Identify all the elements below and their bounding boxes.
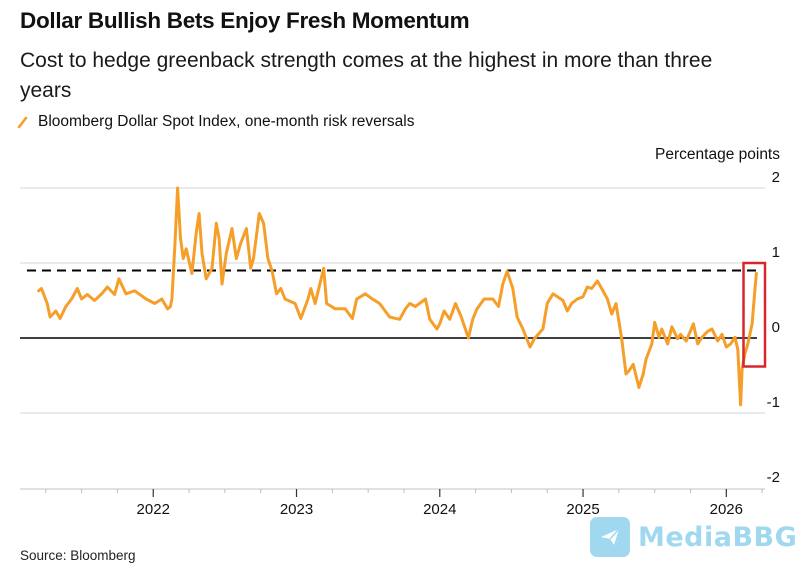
y-tick-label: -1 xyxy=(767,394,780,411)
watermark: MediaBBG xyxy=(590,517,797,557)
y-tick-label: 0 xyxy=(772,319,780,336)
telegram-logo-icon xyxy=(590,517,630,557)
x-axis: 2022 2023 2024 2025 2026 xyxy=(20,488,765,518)
series-line-risk-reversals xyxy=(37,186,758,407)
chart-title: Dollar Bullish Bets Enjoy Fresh Momentum xyxy=(20,8,470,33)
x-tick-label: 2025 xyxy=(566,501,599,518)
y-tick-label: 1 xyxy=(772,244,780,261)
y-tick-label: -2 xyxy=(767,469,780,486)
x-tick-label: 2024 xyxy=(423,501,456,518)
y-tick-label: 2 xyxy=(772,169,780,186)
legend-label: Bloomberg Dollar Spot Index, one-month r… xyxy=(38,113,415,130)
y-axis: 2 1 0 -1 -2 xyxy=(767,169,780,486)
source-note: Source: Bloomberg xyxy=(20,548,136,563)
gridlines xyxy=(20,187,765,414)
y-axis-unit-label: Percentage points xyxy=(655,146,780,163)
x-tick-label: 2022 xyxy=(137,501,170,518)
legend-swatch-icon xyxy=(17,116,28,129)
x-tick-label: 2026 xyxy=(710,501,743,518)
highlight-box xyxy=(742,261,767,368)
watermark-text: MediaBBG xyxy=(638,521,798,553)
x-tick-label: 2023 xyxy=(280,501,313,518)
reference-lines xyxy=(20,269,758,339)
chart-subtitle: Cost to hedge greenback strength comes a… xyxy=(20,49,713,102)
legend: Bloomberg Dollar Spot Index, one-month r… xyxy=(16,113,414,131)
